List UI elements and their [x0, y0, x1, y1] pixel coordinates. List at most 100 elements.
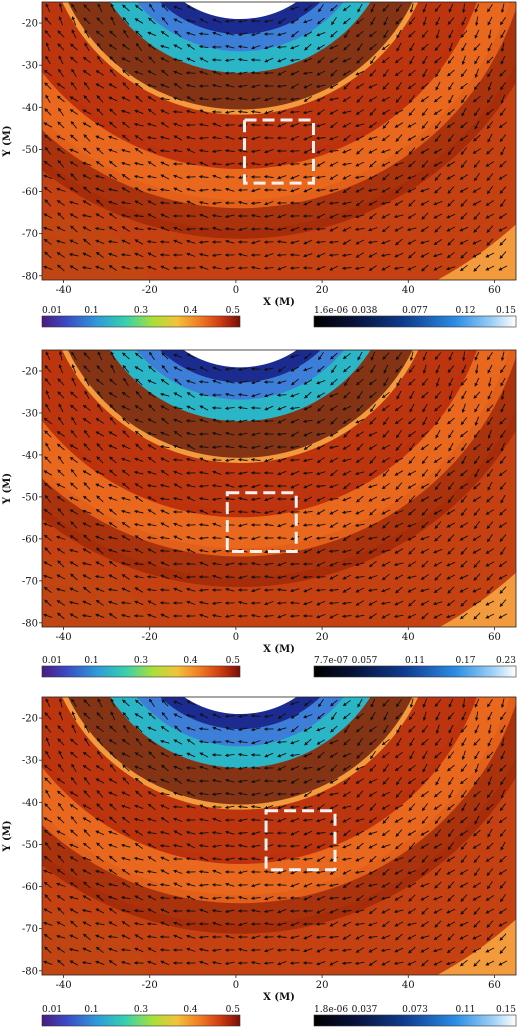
- velocity-arrow: [290, 45, 300, 50]
- velocity-arrow: [447, 17, 455, 25]
- velocity-arrow: [224, 214, 235, 219]
- colorbar-left-tick-label: 0.01: [42, 306, 62, 316]
- velocity-arrow: [356, 147, 364, 155]
- velocity-arrow: [173, 70, 183, 76]
- velocity-arrow: [135, 30, 143, 38]
- velocity-arrow: [224, 766, 235, 770]
- field-arc-5: [67, 2, 413, 110]
- velocity-arrow: [357, 43, 363, 52]
- velocity-arrow: [186, 187, 196, 192]
- velocity-arrow: [394, 147, 403, 155]
- velocity-arrow: [185, 575, 196, 579]
- velocity-arrow: [82, 122, 92, 128]
- velocity-arrow: [369, 108, 377, 116]
- velocity-arrow: [381, 109, 391, 115]
- velocity-arrow: [315, 84, 326, 89]
- velocity-arrow: [382, 121, 390, 129]
- velocity-arrow: [433, 200, 443, 206]
- velocity-arrow: [485, 161, 495, 167]
- velocity-arrow: [69, 187, 79, 193]
- velocity-arrow: [448, 94, 454, 104]
- velocity-arrow: [185, 135, 196, 140]
- velocity-arrow: [354, 227, 365, 232]
- velocity-arrow: [354, 175, 365, 180]
- velocity-arrows: [43, 2, 508, 272]
- velocity-arrow: [302, 227, 313, 231]
- velocity-arrow: [500, 42, 505, 53]
- velocity-arrow: [44, 108, 52, 116]
- x-tick-label: 60: [488, 632, 501, 643]
- velocity-arrow: [133, 161, 144, 166]
- velocity-arrow: [134, 18, 144, 24]
- velocity-arrow: [277, 18, 286, 25]
- velocity-arrow: [461, 3, 466, 14]
- velocity-arrow: [96, 95, 104, 103]
- velocity-arrow: [174, 30, 182, 38]
- velocity-arrow: [289, 948, 300, 952]
- velocity-arrow: [355, 30, 364, 38]
- velocity-arrow: [355, 109, 364, 115]
- y-tick-label: -70: [22, 229, 38, 240]
- velocity-arrow: [434, 56, 442, 64]
- velocity-arrow: [173, 174, 183, 179]
- velocity-arrow: [302, 575, 313, 579]
- velocity-arrow: [82, 109, 92, 115]
- velocity-arrow: [95, 187, 105, 193]
- velocity-arrow: [95, 122, 105, 128]
- velocity-arrow: [344, 30, 350, 39]
- velocity-arrow: [447, 69, 455, 77]
- velocity-arrow: [110, 3, 116, 13]
- velocity-arrow: [276, 883, 287, 887]
- velocity-arrow: [172, 805, 183, 809]
- velocity-arrow: [342, 70, 352, 76]
- velocity-arrow: [381, 225, 390, 233]
- velocity-arrow: [316, 123, 326, 128]
- velocity-arrow: [250, 213, 261, 218]
- velocity-arrow: [250, 818, 261, 822]
- velocity-arrow: [172, 110, 183, 114]
- velocity-arrow: [199, 57, 209, 63]
- velocity-arrow: [148, 56, 156, 64]
- velocity-arrow: [276, 253, 287, 257]
- velocity-arrow: [237, 162, 248, 166]
- velocity-arrow: [121, 173, 130, 180]
- velocity-arrow: [498, 121, 507, 129]
- velocity-arrow: [44, 29, 52, 38]
- velocity-arrow: [83, 17, 91, 25]
- velocity-arrow: [173, 135, 183, 141]
- velocity-arrow: [251, 136, 261, 141]
- velocity-arrow: [341, 110, 352, 115]
- velocity-arrow: [250, 161, 261, 166]
- velocity-arrow: [70, 56, 78, 64]
- velocity-arrow: [486, 56, 494, 64]
- velocity-arrow: [316, 31, 326, 37]
- velocity-arrow: [409, 42, 415, 52]
- velocity-arrow: [342, 174, 352, 180]
- velocity-arrow: [499, 108, 507, 117]
- velocity-arrow: [368, 122, 377, 129]
- velocity-arrow: [421, 108, 429, 117]
- velocity-arrow: [290, 174, 300, 180]
- velocity-arrow: [290, 18, 300, 24]
- velocity-arrow: [83, 134, 91, 142]
- velocity-arrow: [134, 57, 144, 63]
- velocity-arrow: [329, 213, 339, 219]
- velocity-arrow: [185, 227, 196, 231]
- velocity-arrow: [237, 136, 248, 140]
- velocity-arrow: [159, 253, 170, 257]
- velocity-arrow: [486, 147, 494, 155]
- colorbar-left-tick-label: 0.1: [84, 1005, 98, 1015]
- velocity-arrow: [316, 108, 325, 116]
- velocity-arrow: [108, 148, 118, 153]
- velocity-arrow: [396, 29, 402, 39]
- velocity-arrow: [381, 187, 391, 193]
- velocity-arrow: [461, 42, 467, 52]
- colorbar-right-tick-label: 0.037: [352, 1005, 378, 1015]
- velocity-arrow: [304, 43, 312, 51]
- velocity-arrow: [264, 45, 274, 50]
- colorbar-left: 0.01 0.1 0.3 0.4 0.5: [41, 306, 241, 328]
- velocity-arrow: [96, 199, 104, 207]
- velocity-arrow: [237, 510, 248, 514]
- field-arc-3: [42, 2, 516, 209]
- velocity-arrow: [448, 3, 454, 13]
